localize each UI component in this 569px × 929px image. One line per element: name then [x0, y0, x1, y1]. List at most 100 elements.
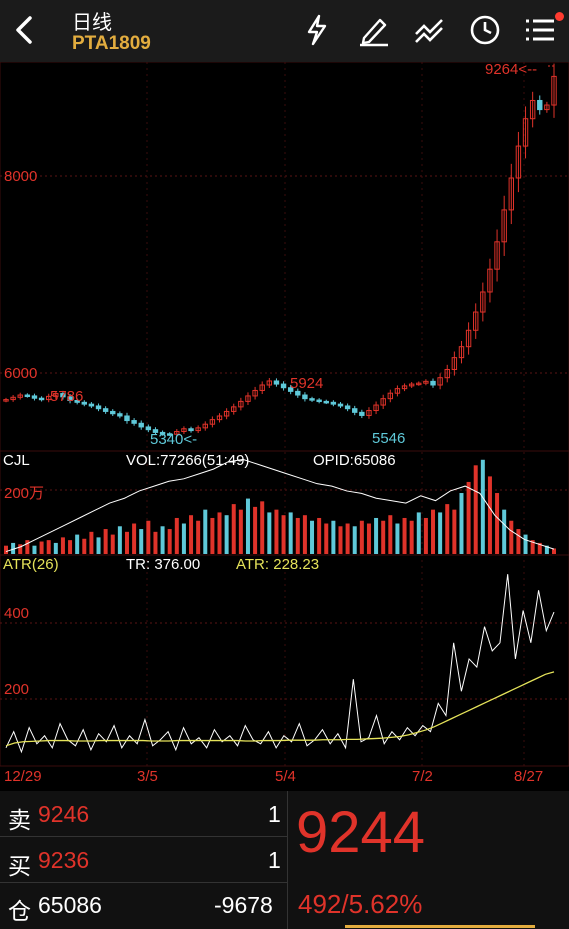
candle-body	[309, 398, 315, 401]
volume-bar	[82, 538, 87, 554]
volume-bar	[153, 531, 158, 554]
back-icon[interactable]	[8, 12, 40, 48]
candle-body	[245, 395, 251, 402]
candle-body	[501, 209, 507, 243]
oi-label: 仓	[8, 898, 31, 924]
volume-bar	[552, 548, 556, 554]
volume-bar	[245, 498, 250, 554]
volume-bar	[32, 545, 37, 554]
volume-bar	[274, 509, 279, 554]
kline-chart[interactable]	[0, 62, 569, 791]
y-label-8000: 8000	[4, 168, 38, 185]
low-annotation-2: 5546	[372, 430, 406, 447]
volume-bar	[281, 515, 286, 554]
volume-bar	[139, 529, 144, 554]
volume-bar	[395, 523, 400, 554]
candle-body	[181, 428, 187, 432]
candle-body	[529, 99, 536, 120]
draw-pen-icon[interactable]	[356, 12, 392, 48]
candle-body	[473, 311, 479, 331]
volume-bar	[89, 531, 94, 554]
volume-bar	[544, 545, 549, 554]
volume-bar	[381, 520, 386, 554]
candle-body	[216, 415, 223, 421]
volume-bar	[359, 520, 364, 554]
atr-axis-400: 400	[4, 605, 30, 622]
volume-bar	[345, 523, 350, 554]
candle-body	[266, 380, 273, 386]
volume-bar	[224, 515, 229, 554]
candle-body	[323, 400, 329, 404]
buy-row[interactable]	[0, 837, 287, 883]
volume-bar	[295, 517, 300, 554]
volume-bar	[331, 520, 336, 554]
oi-value: 65086	[38, 892, 102, 918]
volume-bar	[509, 520, 514, 554]
volume-bar	[445, 504, 450, 554]
volume-bar	[338, 526, 343, 554]
candle-body	[344, 405, 351, 410]
atr-axis-200: 200	[4, 681, 30, 698]
candle-body	[380, 398, 386, 406]
menu-list-icon[interactable]	[522, 12, 558, 48]
candle-body	[444, 368, 450, 379]
volume-bar	[452, 509, 457, 554]
candle-body	[508, 177, 514, 211]
peak-annotation-1: 5786	[50, 388, 84, 405]
volume-bar	[4, 545, 8, 554]
volume-bar	[132, 523, 137, 554]
volume-bar	[366, 523, 371, 554]
volume-bar	[124, 531, 129, 554]
sell-row[interactable]	[0, 791, 287, 837]
volume-bar	[310, 520, 315, 554]
volume-bar	[402, 517, 407, 554]
flash-icon[interactable]	[299, 12, 335, 48]
candle-body	[544, 104, 550, 111]
candle-body	[401, 385, 408, 390]
clock-icon[interactable]	[467, 12, 503, 48]
volume-bar	[110, 534, 115, 554]
candle-body	[152, 429, 159, 433]
volume-bar	[46, 540, 51, 554]
candle-body	[10, 396, 16, 401]
volume-bar	[288, 512, 293, 554]
candle-body	[537, 99, 543, 111]
candle-body	[202, 423, 208, 429]
candle-body	[95, 405, 102, 410]
trendline-icon[interactable]	[412, 12, 448, 48]
candle-body	[458, 346, 465, 359]
volume-bar	[317, 517, 322, 554]
sell-price: 9246	[38, 801, 90, 827]
divider	[287, 791, 288, 929]
volume-bar	[11, 542, 16, 554]
candle-body	[38, 397, 45, 401]
candle-body	[416, 382, 422, 386]
volume-bar	[60, 537, 65, 554]
volume-bar	[96, 537, 101, 554]
volume-bar	[374, 517, 379, 554]
candle-body	[494, 241, 500, 270]
candle-body	[330, 401, 337, 405]
candle-body	[551, 75, 557, 106]
price-change: 492/5.62%	[298, 889, 423, 919]
symbol-label: PTA1809	[72, 33, 151, 54]
candle-body	[522, 118, 529, 147]
volume-bar	[217, 512, 222, 554]
candle-body	[316, 399, 322, 403]
candle-body	[67, 396, 73, 401]
candle-body	[408, 383, 415, 387]
candle-body	[295, 390, 301, 396]
buy-price: 9236	[38, 847, 90, 873]
candle-body	[252, 389, 258, 397]
candle-body	[394, 388, 401, 394]
candle-body	[53, 393, 59, 397]
notification-dot	[555, 12, 564, 21]
candle-body	[209, 419, 216, 425]
volume-bar	[260, 501, 265, 554]
x-tick-1: 12/29	[4, 768, 42, 785]
candle-body	[231, 406, 237, 412]
vol-axis-label: 200万	[4, 485, 45, 502]
volume-bar	[459, 493, 464, 554]
candle-body	[487, 268, 493, 293]
candle-body	[238, 400, 244, 408]
